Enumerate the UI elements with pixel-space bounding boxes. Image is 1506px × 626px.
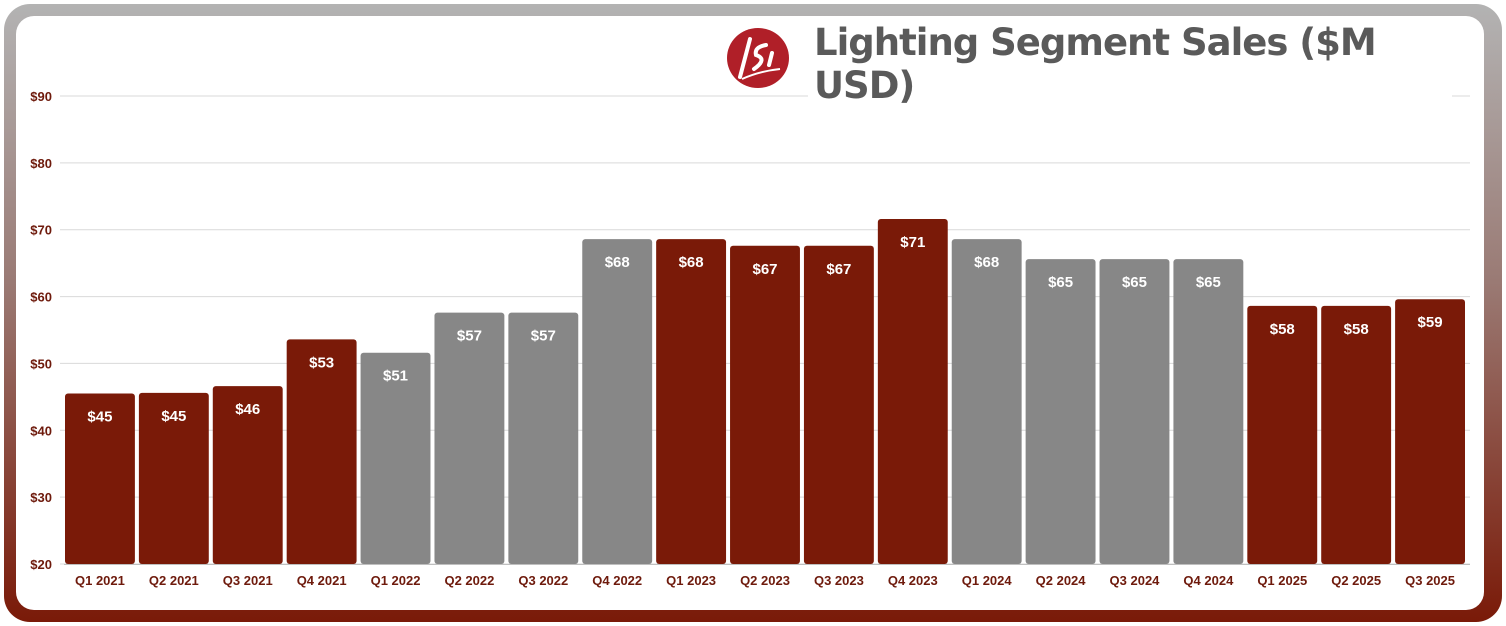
data-label: $58 xyxy=(1270,321,1295,338)
bar xyxy=(434,312,505,564)
x-tick-label: Q3 2021 xyxy=(223,573,273,588)
x-tick-label: Q3 2025 xyxy=(1405,573,1455,588)
x-tick-label: Q1 2023 xyxy=(666,573,716,588)
data-label: $57 xyxy=(457,328,482,345)
bar xyxy=(1247,305,1318,564)
y-tick-label: $60 xyxy=(30,290,52,305)
x-tick-label: Q1 2022 xyxy=(371,573,421,588)
x-tick-label: Q3 2024 xyxy=(1110,573,1161,588)
y-tick-label: $50 xyxy=(30,356,52,371)
bar xyxy=(1025,259,1096,564)
bar xyxy=(656,239,727,564)
bar xyxy=(803,245,874,564)
data-label: $68 xyxy=(974,254,999,271)
x-tick-label: Q3 2022 xyxy=(518,573,568,588)
x-tick-label: Q2 2024 xyxy=(1036,573,1087,588)
data-label: $65 xyxy=(1122,274,1147,291)
x-tick-label: Q2 2021 xyxy=(149,573,199,588)
y-tick-label: $90 xyxy=(30,89,52,104)
bar xyxy=(951,239,1022,564)
bar xyxy=(1321,305,1392,564)
x-tick-label: Q1 2021 xyxy=(75,573,125,588)
x-tick-label: Q1 2025 xyxy=(1257,573,1307,588)
x-tick-label: Q2 2022 xyxy=(444,573,494,588)
x-tick-label: Q3 2023 xyxy=(814,573,864,588)
data-label: $59 xyxy=(1418,314,1443,331)
data-label: $45 xyxy=(161,408,186,425)
x-tick-label: Q4 2022 xyxy=(592,573,642,588)
data-label: $65 xyxy=(1196,274,1221,291)
x-tick-label: Q2 2023 xyxy=(740,573,790,588)
data-label: $67 xyxy=(752,261,777,278)
data-label: $68 xyxy=(679,254,704,271)
bar xyxy=(1099,259,1170,564)
data-label: $67 xyxy=(826,261,851,278)
y-tick-label: $70 xyxy=(30,223,52,238)
data-label: $53 xyxy=(309,354,334,371)
data-label: $68 xyxy=(605,254,630,271)
data-label: $45 xyxy=(87,409,112,426)
bar xyxy=(730,245,800,564)
bar xyxy=(138,392,209,564)
bar xyxy=(1173,259,1244,564)
bar xyxy=(1395,299,1465,564)
data-label: $57 xyxy=(531,328,556,345)
x-tick-label: Q2 2025 xyxy=(1331,573,1381,588)
data-label: $65 xyxy=(1048,274,1073,291)
bar xyxy=(65,393,135,564)
data-label: $51 xyxy=(383,368,408,385)
bar xyxy=(286,339,357,564)
x-tick-label: Q4 2021 xyxy=(297,573,347,588)
y-tick-label: $30 xyxy=(30,490,52,505)
data-label: $46 xyxy=(235,401,260,418)
lsi-logo xyxy=(727,28,789,88)
y-tick-label: $20 xyxy=(30,557,52,572)
data-label: $71 xyxy=(900,234,925,251)
y-tick-label: $40 xyxy=(30,423,52,438)
x-tick-label: Q4 2024 xyxy=(1183,573,1234,588)
chart-title: Lighting Segment Sales ($M USD) xyxy=(814,21,1377,107)
x-tick-label: Q4 2023 xyxy=(888,573,938,588)
bar xyxy=(212,386,283,564)
title-area: Lighting Segment Sales ($M USD) xyxy=(808,21,1452,107)
bar xyxy=(508,312,579,564)
y-tick-label: $80 xyxy=(30,156,52,171)
data-label: $58 xyxy=(1344,321,1369,338)
bar xyxy=(877,219,948,564)
x-tick-label: Q1 2024 xyxy=(962,573,1013,588)
bar xyxy=(582,239,653,564)
bar xyxy=(360,352,431,564)
